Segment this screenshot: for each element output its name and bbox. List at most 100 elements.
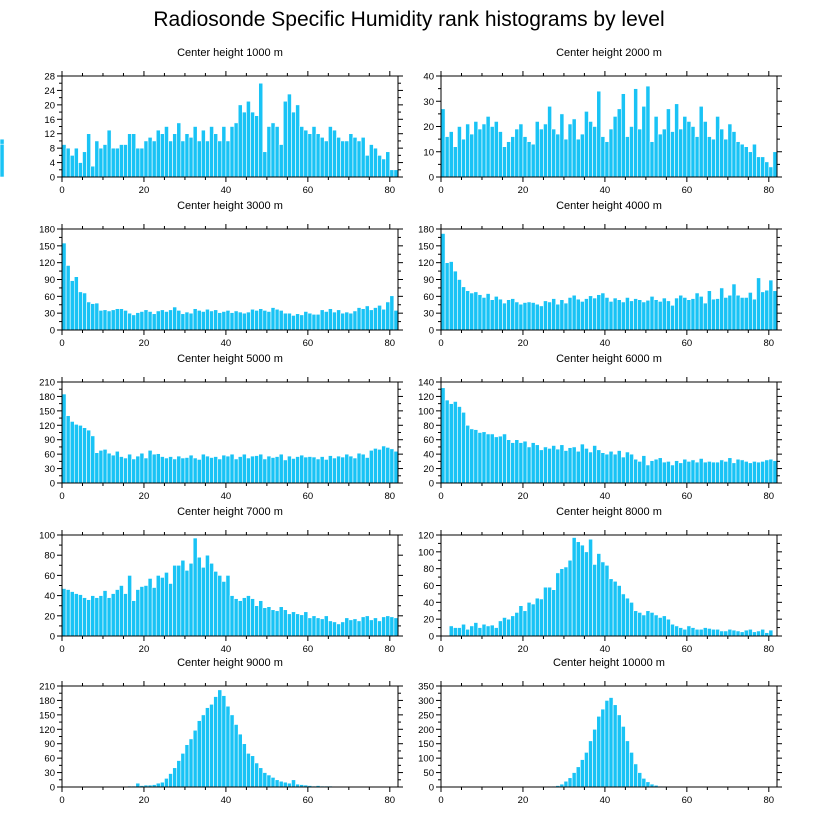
histogram-bar: [225, 310, 231, 331]
histogram-bar: [534, 121, 540, 178]
histogram-bar: [625, 297, 630, 331]
y-tick-label: 90: [44, 739, 55, 750]
histogram-bar: [303, 311, 309, 331]
histogram-bar: [102, 309, 108, 331]
histogram-bar: [82, 292, 87, 331]
histogram-bar: [682, 116, 688, 178]
histogram-bar: [698, 296, 704, 331]
histogram-bar: [127, 133, 132, 178]
histogram-bar: [649, 612, 655, 637]
histogram-bar: [291, 611, 296, 637]
histogram-bar: [73, 593, 79, 637]
histogram-bar: [502, 433, 507, 484]
histogram-bar: [381, 616, 387, 637]
histogram-bar: [526, 301, 532, 331]
histogram-bar: [498, 298, 503, 331]
histogram-bar: [323, 311, 329, 331]
histogram-bar: [616, 450, 622, 484]
histogram-bar: [332, 311, 337, 331]
histogram-bar: [299, 454, 305, 484]
histogram-bar: [196, 459, 202, 484]
histogram-bar: [461, 411, 466, 484]
histogram-bar: [385, 301, 391, 331]
histogram-bar: [258, 308, 264, 331]
histogram-bar: [727, 123, 733, 178]
histogram-bar: [551, 298, 557, 331]
histogram-bar: [469, 292, 475, 331]
histogram-bar: [600, 708, 606, 788]
y-tick-label: 80: [44, 551, 55, 562]
histogram-bar: [319, 618, 325, 637]
histogram-bar: [645, 85, 651, 178]
x-tick-label: 20: [518, 644, 529, 655]
x-tick-label: 60: [303, 644, 314, 655]
histogram-bar: [567, 559, 573, 637]
histogram-bar: [711, 138, 716, 178]
histogram-bar: [192, 126, 198, 178]
histogram-bar: [381, 308, 387, 331]
histogram-bar: [61, 588, 67, 637]
histogram-panel-5: Center height 5000 m 0 30 60 90 120 150 180 210 0…: [39, 353, 403, 502]
histogram-bar: [217, 575, 223, 637]
histogram-bar: [385, 615, 391, 637]
histogram-bar: [485, 433, 491, 484]
histogram-bar: [151, 453, 157, 484]
histogram-bar: [465, 290, 470, 331]
histogram-bar: [633, 610, 638, 637]
histogram-bar: [563, 138, 569, 178]
histogram-bar: [119, 456, 124, 484]
histogram-bar: [633, 88, 638, 178]
histogram-bar: [743, 461, 749, 484]
x-tick-label: 0: [438, 644, 443, 655]
histogram-bar: [588, 295, 593, 331]
histogram-bar: [205, 140, 210, 178]
histogram-bar: [233, 598, 239, 637]
histogram-bar: [106, 129, 112, 178]
histogram-bar: [160, 309, 165, 331]
histogram-bar: [756, 156, 761, 178]
x-tick-label: 60: [682, 338, 693, 349]
histogram-bar: [715, 116, 720, 178]
histogram-bar: [686, 461, 692, 484]
histogram-bar: [184, 570, 190, 637]
histogram-bar: [637, 772, 643, 788]
y-tick-label: 80: [423, 564, 434, 575]
histogram-bar: [151, 313, 157, 331]
histogram-bar: [119, 585, 124, 637]
histogram-bar: [352, 457, 358, 484]
histogram-bar: [241, 453, 247, 484]
histogram-bar: [119, 308, 124, 331]
histogram-bar: [457, 126, 462, 178]
x-tick-label: 40: [600, 644, 611, 655]
panel-title: Center height 4000 m: [556, 200, 662, 212]
histogram-bar: [465, 628, 470, 637]
histogram-bar: [448, 403, 454, 484]
y-tick-label: 120: [39, 421, 55, 432]
histogram-bar: [278, 606, 284, 637]
histogram-bar: [246, 311, 251, 331]
histogram-bar: [287, 455, 292, 484]
panel-title: Center height 10000 m: [553, 657, 665, 669]
histogram-bar: [608, 301, 614, 331]
histogram-bar: [205, 707, 210, 788]
histogram-bar: [155, 453, 161, 484]
histogram-bar: [580, 133, 585, 178]
x-tick-label: 40: [600, 795, 611, 806]
histogram-bar: [674, 297, 679, 331]
histogram-bar: [110, 147, 116, 178]
histogram-bar: [139, 586, 145, 637]
histogram-bar: [98, 310, 104, 331]
histogram-bar: [657, 617, 663, 637]
histogram-bar: [723, 297, 729, 331]
histogram-bar: [592, 126, 598, 178]
histogram-bar: [90, 435, 96, 484]
histogram-bar: [690, 459, 696, 484]
histogram-bar: [448, 131, 454, 178]
x-tick-label: 60: [682, 185, 693, 196]
histogram-bar: [539, 305, 544, 331]
histogram-bar: [393, 617, 399, 637]
y-tick-label: 40: [423, 72, 434, 83]
histogram-bar: [723, 630, 729, 637]
x-tick-label: 40: [600, 338, 611, 349]
histogram-bar: [567, 297, 573, 331]
